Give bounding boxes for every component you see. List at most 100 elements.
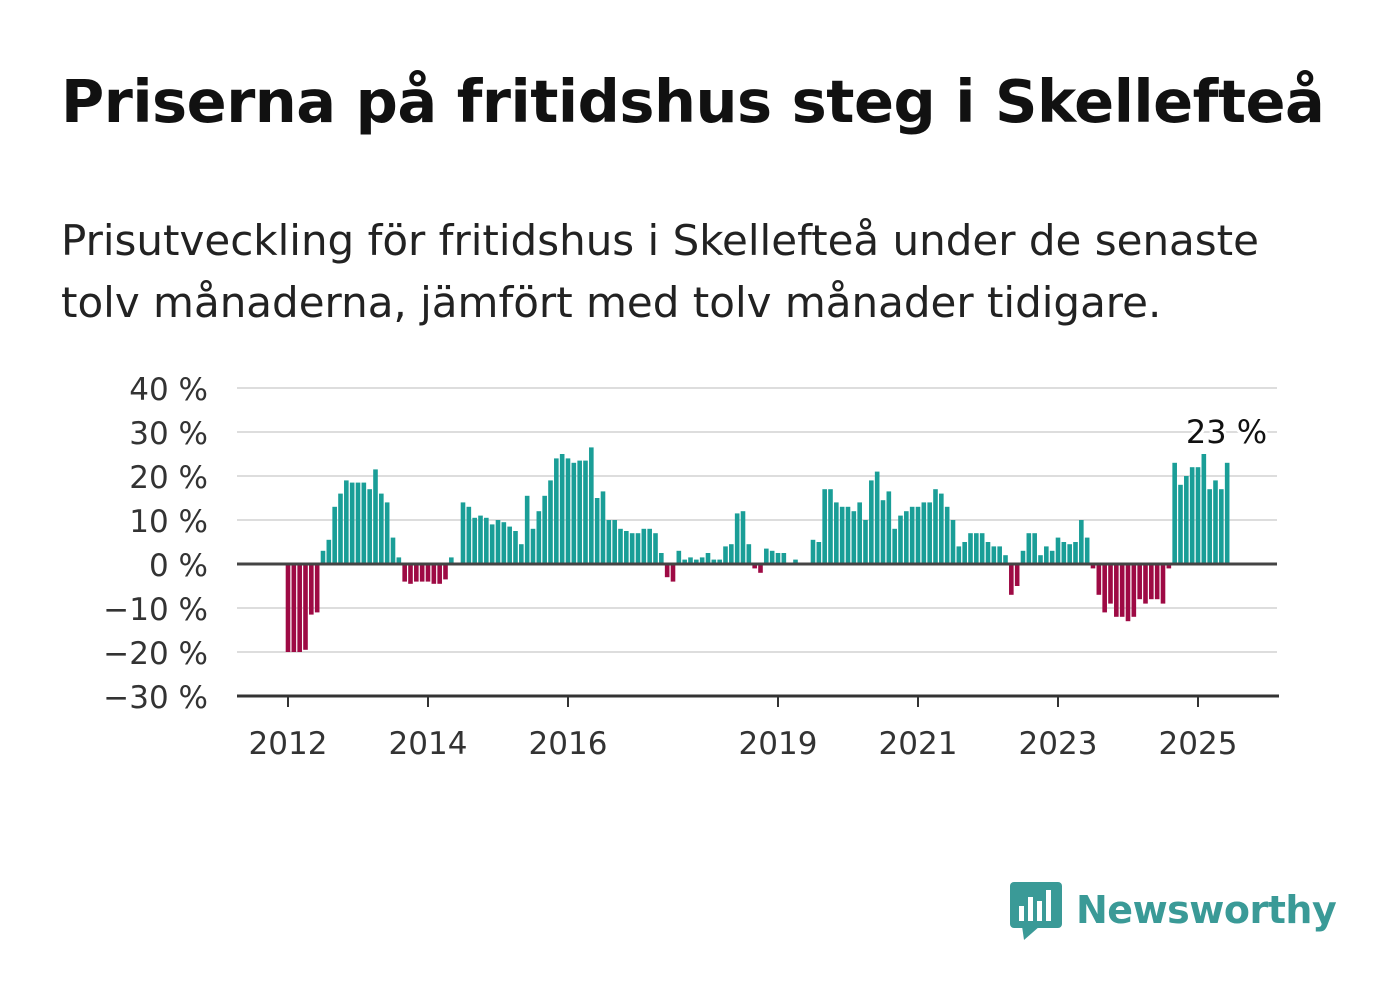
bar — [349, 482, 355, 564]
x-tick-label: 2021 — [879, 726, 958, 762]
bar — [746, 544, 752, 564]
bar — [1143, 564, 1148, 604]
bar — [478, 515, 483, 564]
bar — [647, 528, 652, 564]
bar — [1224, 462, 1230, 564]
bar — [548, 480, 553, 564]
bar — [390, 537, 396, 564]
bar — [1009, 564, 1014, 595]
bar — [291, 564, 297, 652]
y-tick-label: 0 % — [149, 548, 208, 584]
bar — [1020, 550, 1026, 564]
bar — [314, 564, 320, 613]
bar — [1044, 546, 1049, 564]
y-tick-label: −30 % — [103, 680, 208, 716]
axes — [237, 562, 1279, 707]
bar — [303, 564, 308, 650]
bar — [956, 546, 962, 564]
bar — [723, 546, 728, 564]
bar — [863, 520, 868, 564]
bar — [554, 458, 559, 564]
bar — [414, 564, 419, 582]
bar — [466, 506, 472, 564]
bar — [419, 564, 425, 582]
x-tick-label: 2019 — [739, 726, 818, 762]
bar — [816, 542, 822, 564]
bar — [495, 520, 501, 564]
bar — [1201, 454, 1207, 564]
bar — [624, 531, 629, 564]
bar — [915, 506, 921, 564]
bar — [851, 511, 857, 564]
bar — [484, 517, 489, 564]
bar — [489, 524, 495, 564]
bar — [402, 564, 407, 582]
bar — [565, 458, 571, 564]
bar — [1213, 480, 1218, 564]
bar — [1172, 462, 1177, 564]
bar — [1119, 564, 1125, 617]
newsworthy-bar-chart-bubble-icon — [1010, 882, 1062, 940]
bar — [559, 454, 565, 564]
bar — [1160, 564, 1166, 604]
bar — [530, 528, 536, 564]
bar — [524, 495, 530, 564]
bar — [839, 506, 845, 564]
bar — [740, 511, 746, 564]
bar — [1055, 537, 1061, 564]
bar — [641, 528, 647, 564]
bar — [1125, 564, 1131, 622]
bar — [635, 533, 641, 564]
bar — [1073, 542, 1078, 564]
bar — [309, 564, 314, 615]
bar — [1003, 555, 1008, 564]
chart-subtitle: Prisutveckling för fritidshus i Skelleft… — [61, 216, 1259, 327]
bar — [1178, 484, 1183, 564]
bar — [384, 502, 390, 564]
bar — [519, 544, 524, 564]
bar — [542, 495, 547, 564]
y-tick-label: 40 % — [129, 372, 208, 408]
bar — [285, 564, 291, 652]
bar — [664, 564, 670, 578]
x-tick-label: 2025 — [1159, 726, 1238, 762]
bar — [939, 493, 944, 564]
bar — [373, 469, 378, 564]
bar — [460, 502, 466, 564]
bar — [320, 550, 326, 564]
x-tick-label: 2014 — [389, 726, 468, 762]
y-tick-label: −20 % — [103, 636, 208, 672]
bar — [326, 539, 332, 564]
bar — [629, 533, 635, 564]
last-value-label: 23 % — [1186, 413, 1267, 451]
y-tick-label: 30 % — [129, 416, 208, 452]
bar — [1102, 564, 1107, 613]
bar — [1108, 564, 1113, 604]
bar — [845, 506, 851, 564]
bar — [904, 511, 909, 564]
bar — [507, 526, 512, 564]
bar — [612, 520, 617, 564]
bar — [618, 528, 623, 564]
bar — [1184, 476, 1189, 564]
bar — [764, 548, 769, 564]
bar — [583, 460, 588, 564]
bar — [1219, 489, 1224, 564]
brand-logo[interactable]: Newsworthy — [1010, 878, 1337, 942]
bar — [974, 533, 979, 564]
bar — [1049, 550, 1055, 564]
bar — [1079, 520, 1084, 564]
bar — [781, 553, 787, 564]
bar — [670, 564, 676, 582]
bar — [1038, 555, 1043, 564]
bar — [793, 559, 798, 564]
bar — [344, 480, 349, 564]
bar — [810, 539, 816, 564]
bar — [577, 460, 582, 564]
bar — [338, 493, 343, 564]
y-tick-label: 10 % — [129, 504, 208, 540]
bar — [1084, 537, 1090, 564]
chart-title: Priserna på fritidshus steg i Skellefteå — [61, 67, 1325, 136]
bar — [600, 491, 606, 564]
